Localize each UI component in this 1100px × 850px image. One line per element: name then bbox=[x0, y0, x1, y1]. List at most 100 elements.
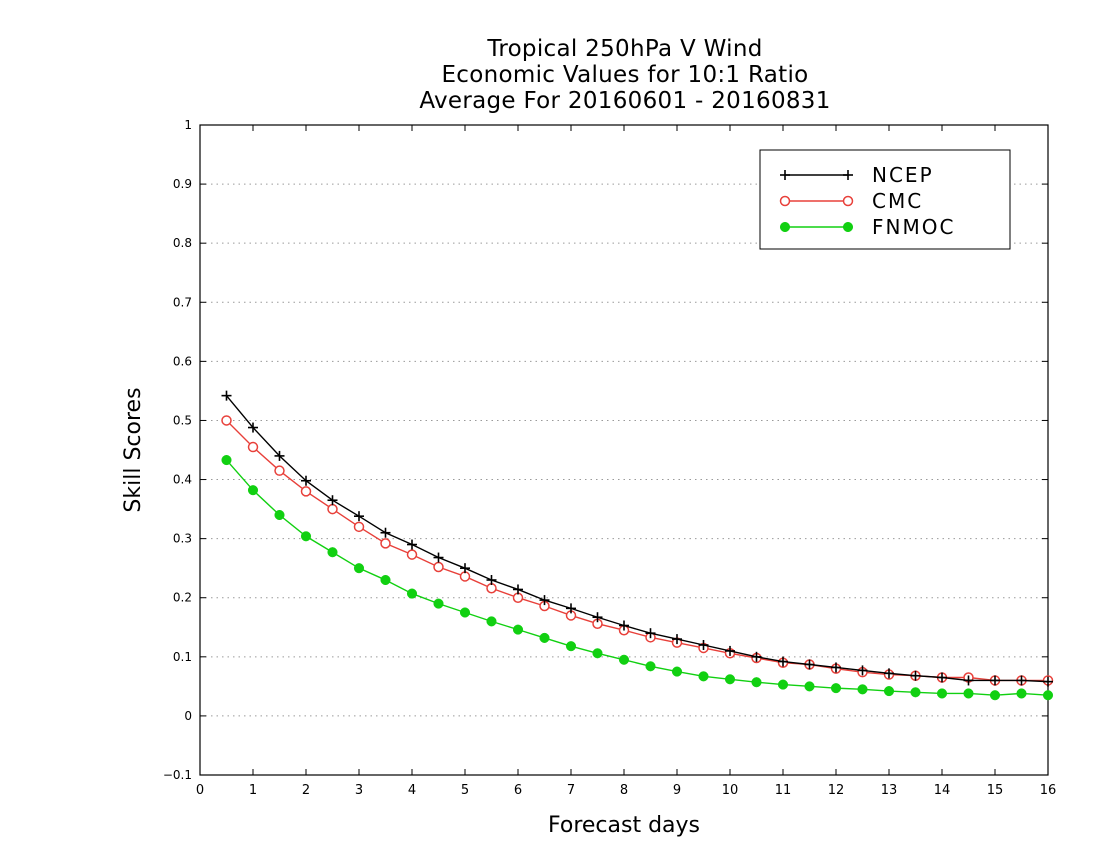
x-tick-label: 1 bbox=[249, 783, 257, 798]
series-line-cmc bbox=[226, 419, 1048, 682]
x-tick-label: 10 bbox=[722, 783, 739, 798]
data-point-cmc bbox=[353, 521, 365, 533]
data-point-fnmoc bbox=[830, 683, 842, 694]
y-tick-label: 0.7 bbox=[173, 295, 192, 309]
x-tick-label: 11 bbox=[775, 783, 792, 798]
data-point-fnmoc bbox=[963, 688, 974, 699]
x-tick-label: 4 bbox=[408, 783, 416, 798]
axis-ticks: −0.100.10.20.30.40.50.60.70.80.910 1 2 3 4 5 6… bbox=[163, 118, 1056, 798]
data-point-fnmoc bbox=[936, 688, 948, 699]
data-point-ncep bbox=[751, 651, 762, 662]
data-point-ncep bbox=[698, 640, 709, 650]
data-point-fnmoc bbox=[565, 641, 577, 652]
data-point-ncep bbox=[990, 675, 1000, 686]
data-point-fnmoc bbox=[300, 531, 312, 542]
data-point-fnmoc bbox=[327, 547, 338, 558]
y-tick-label: 0 bbox=[184, 709, 192, 723]
y-tick-label: 0.6 bbox=[173, 354, 192, 368]
data-point-cmc bbox=[406, 549, 418, 560]
x-tick-label: 6 bbox=[514, 783, 522, 798]
x-tick-label: 16 bbox=[1040, 783, 1057, 798]
data-point-ncep bbox=[248, 422, 258, 433]
data-point-ncep bbox=[354, 511, 364, 522]
data-point-ncep bbox=[407, 539, 417, 550]
legend-marker-cmc bbox=[842, 195, 854, 207]
data-point-fnmoc bbox=[724, 674, 736, 685]
data-point-cmc bbox=[486, 583, 497, 594]
data-point-ncep bbox=[460, 563, 470, 574]
data-point-ncep bbox=[221, 390, 232, 401]
series-layer bbox=[221, 390, 1054, 701]
data-point-fnmoc bbox=[247, 485, 259, 496]
x-tick-label: 14 bbox=[934, 783, 951, 798]
x-tick-label: 5 bbox=[461, 783, 469, 798]
data-point-fnmoc bbox=[274, 509, 285, 521]
data-point-ncep bbox=[619, 620, 629, 631]
x-axis-label: Forecast days bbox=[548, 813, 700, 838]
grid-lines bbox=[200, 183, 1048, 717]
chart-title-line-3: Average For 20160601 - 20160831 bbox=[419, 88, 831, 114]
data-point-cmc bbox=[459, 571, 471, 582]
x-tick-label: 13 bbox=[881, 783, 898, 798]
data-point-cmc bbox=[433, 561, 444, 573]
data-point-fnmoc bbox=[221, 454, 232, 466]
chart-title-line-2: Economic Values for 10:1 Ratio bbox=[441, 62, 809, 88]
data-point-ncep bbox=[857, 665, 868, 676]
data-point-fnmoc bbox=[777, 679, 789, 690]
series-ncep bbox=[221, 390, 1053, 687]
data-point-ncep bbox=[566, 603, 576, 614]
legend-marker-fnmoc bbox=[779, 221, 791, 233]
x-tick-label: 2 bbox=[302, 783, 310, 798]
y-tick-label: 1 bbox=[184, 118, 192, 132]
y-tick-label: 0.9 bbox=[173, 177, 192, 191]
x-tick-label: 0 bbox=[196, 783, 204, 798]
data-point-ncep bbox=[539, 595, 550, 606]
y-tick-label: 0.8 bbox=[173, 236, 192, 250]
data-point-ncep bbox=[937, 672, 947, 683]
data-point-fnmoc bbox=[698, 671, 709, 682]
x-tick-label: 12 bbox=[828, 783, 845, 798]
data-point-fnmoc bbox=[883, 686, 895, 697]
data-point-ncep bbox=[1043, 676, 1053, 687]
data-point-ncep bbox=[380, 527, 391, 538]
data-point-fnmoc bbox=[539, 632, 550, 643]
data-point-ncep bbox=[778, 656, 788, 667]
legend-marker-cmc bbox=[779, 195, 791, 207]
data-point-fnmoc bbox=[671, 666, 683, 677]
legend-label-fnmoc: FNMOC bbox=[872, 215, 955, 239]
x-tick-label: 9 bbox=[673, 783, 681, 798]
legend-marker-ncep bbox=[843, 170, 853, 180]
data-point-cmc bbox=[512, 592, 524, 603]
x-tick-label: 3 bbox=[355, 783, 363, 798]
data-point-cmc bbox=[380, 538, 391, 549]
legend-entry-ncep: NCEP bbox=[780, 163, 934, 187]
legend-entry-fnmoc: FNMOC bbox=[779, 215, 955, 239]
legend-label-cmc: CMC bbox=[872, 189, 923, 213]
data-point-ncep bbox=[645, 628, 656, 639]
data-point-cmc bbox=[221, 415, 232, 426]
data-point-fnmoc bbox=[380, 574, 391, 586]
data-point-fnmoc bbox=[433, 598, 444, 609]
data-point-ncep bbox=[1016, 675, 1027, 686]
chart-title: Tropical 250hPa V Wind Economic Values f… bbox=[0, 36, 1100, 114]
data-point-fnmoc bbox=[353, 563, 365, 574]
data-point-fnmoc bbox=[512, 624, 524, 635]
data-point-fnmoc bbox=[751, 677, 762, 688]
legend-label-ncep: NCEP bbox=[872, 163, 934, 187]
data-point-ncep bbox=[301, 475, 311, 486]
series-cmc bbox=[221, 415, 1054, 686]
data-point-fnmoc bbox=[459, 607, 471, 618]
data-point-cmc bbox=[274, 465, 285, 476]
data-point-ncep bbox=[327, 495, 338, 506]
data-point-fnmoc bbox=[486, 616, 497, 627]
data-point-fnmoc bbox=[857, 684, 868, 695]
data-point-ncep bbox=[672, 634, 682, 645]
data-point-fnmoc bbox=[1016, 688, 1027, 699]
data-point-fnmoc bbox=[592, 648, 603, 659]
series-fnmoc bbox=[221, 454, 1054, 701]
x-tick-label: 15 bbox=[987, 783, 1004, 798]
x-tick-label: 7 bbox=[567, 783, 575, 798]
data-point-fnmoc bbox=[804, 681, 815, 692]
